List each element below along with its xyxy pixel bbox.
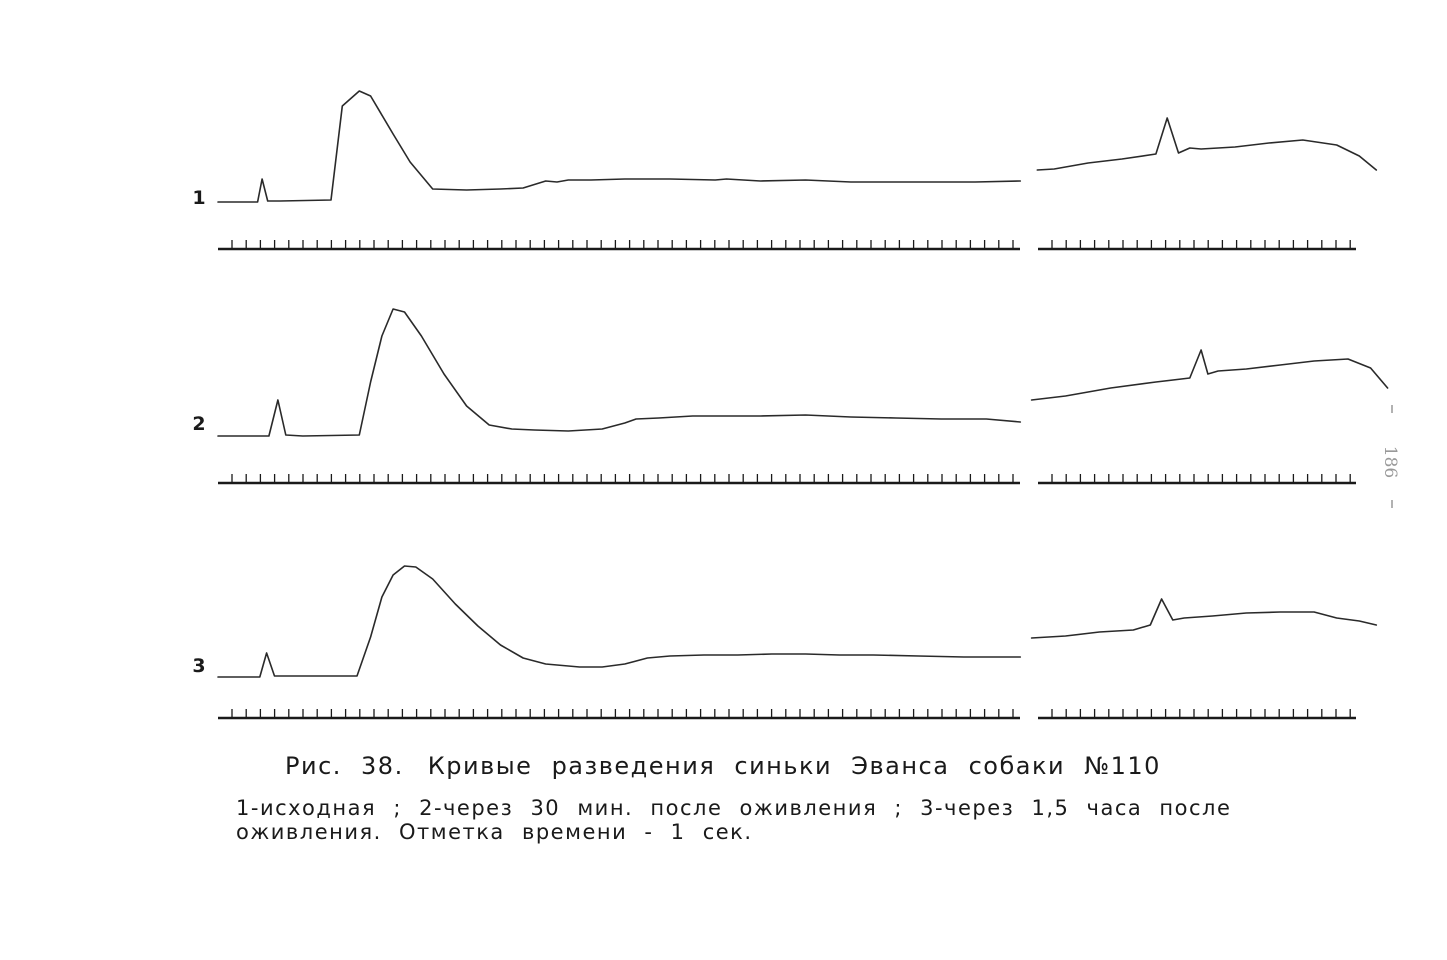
- trace-curve-2-part-1: [217, 308, 1022, 437]
- trace-curve-2-part-2: [1030, 349, 1389, 401]
- curve-label-2: 2: [192, 413, 205, 435]
- curve-label-1: 1: [192, 187, 205, 209]
- page-number: 186: [1380, 446, 1400, 478]
- curve-label-3: 3: [192, 655, 205, 677]
- figure-number: Рис. 38.: [285, 752, 404, 780]
- figure-title: Кривые разведения синьки Эванса собаки №…: [427, 752, 1161, 780]
- trace-curve-1-part-1: [217, 90, 1022, 203]
- trace-curve-3-part-2: [1030, 598, 1378, 639]
- trace-curve-3-part-1: [217, 565, 1022, 678]
- figure-legend: 1-исходная ; 2-через 30 мин. после оживл…: [236, 796, 1232, 844]
- caption-title-line: Рис. 38. Кривые разведения синьки Эванса …: [285, 752, 1161, 780]
- trace-curve-1-part-2: [1036, 117, 1378, 171]
